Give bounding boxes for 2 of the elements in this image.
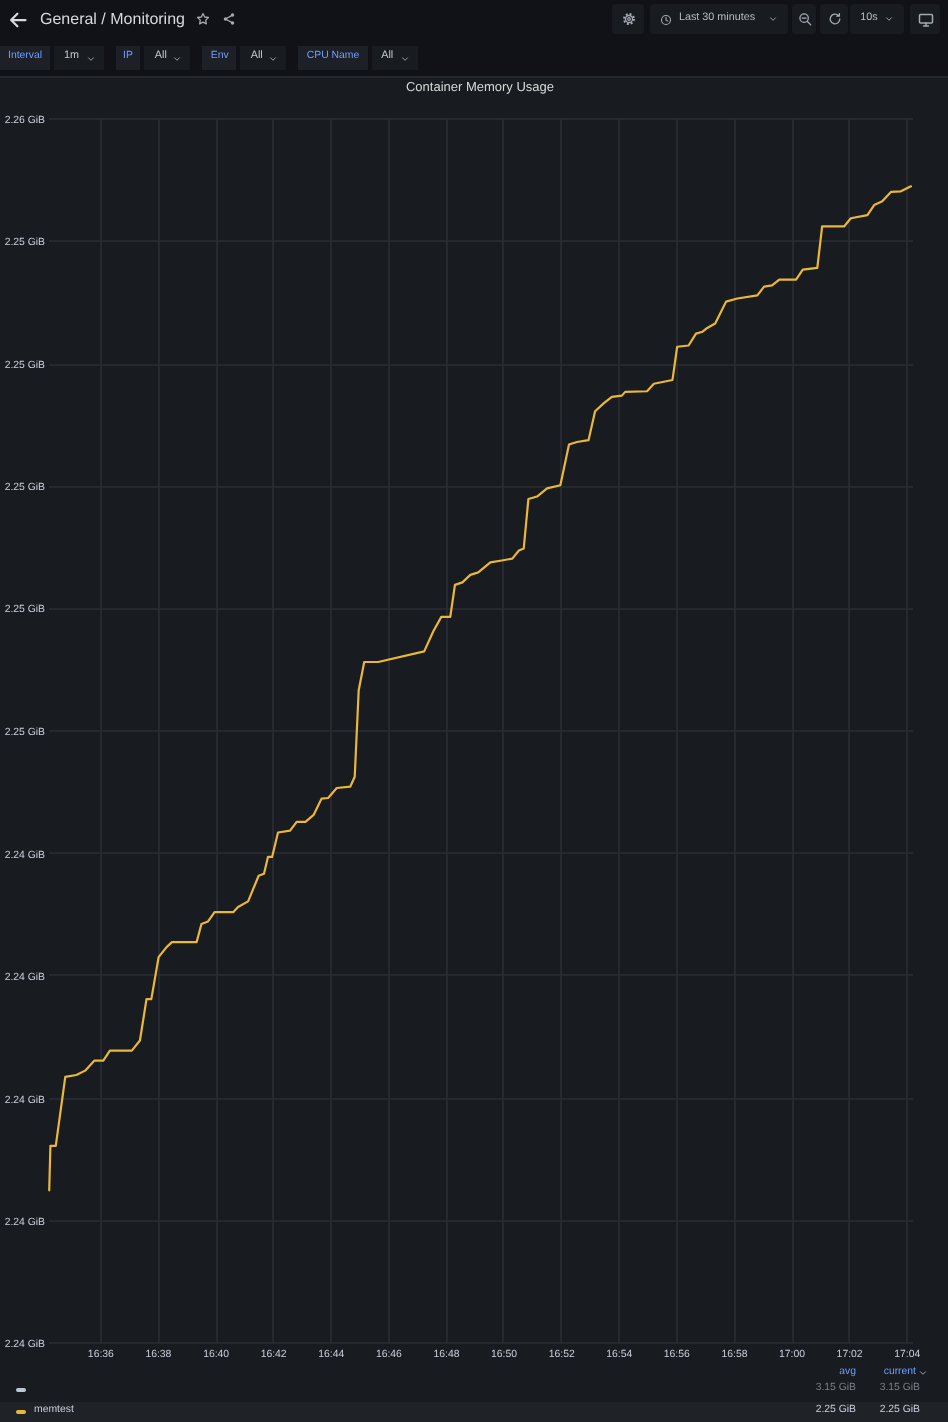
line-series: [48, 185, 913, 1192]
text: General / Monitoring: [40, 9, 185, 27]
